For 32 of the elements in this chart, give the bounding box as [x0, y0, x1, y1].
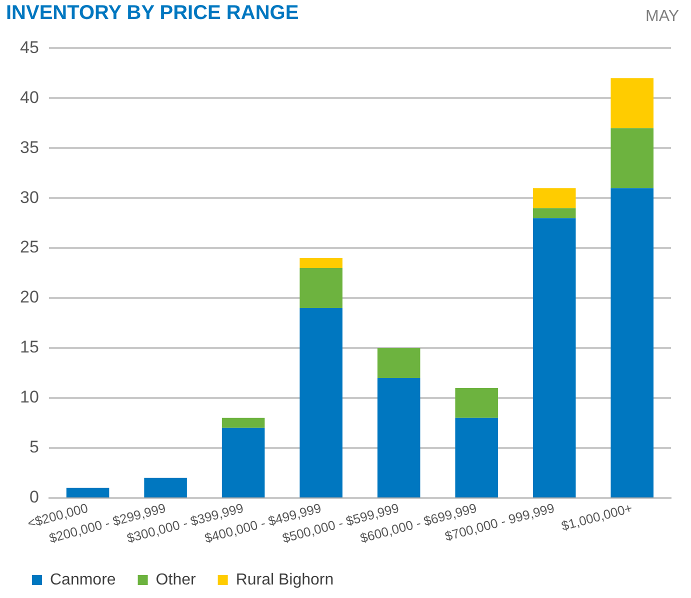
bar	[222, 428, 265, 498]
bar	[222, 418, 265, 428]
y-tick-label: 45	[20, 38, 39, 57]
bar	[455, 388, 498, 418]
bar	[377, 348, 420, 378]
chart-subtitle: MAY	[646, 8, 679, 26]
bar	[377, 378, 420, 498]
y-tick-label: 15	[20, 338, 39, 357]
bar	[610, 188, 654, 498]
legend-label: Rural Bighorn	[236, 571, 334, 588]
bar	[300, 258, 342, 268]
bar	[532, 208, 576, 218]
bar	[532, 218, 576, 498]
bar	[66, 488, 110, 498]
legend-label: Canmore	[50, 571, 116, 588]
y-tick-label: 35	[20, 138, 39, 157]
chart-title: INVENTORY BY PRICE RANGE	[6, 2, 299, 25]
legend-label: Other	[156, 571, 196, 588]
bar	[532, 188, 576, 208]
y-tick-label: 20	[20, 288, 39, 307]
bar	[610, 78, 654, 128]
y-tick-label: 5	[29, 438, 39, 457]
y-tick-label: 40	[20, 88, 39, 107]
y-tick-label: 0	[29, 488, 39, 507]
bar	[455, 418, 498, 498]
bar	[300, 268, 342, 308]
bar	[144, 478, 187, 498]
y-tick-label: 10	[20, 388, 39, 407]
y-tick-label: 25	[20, 238, 39, 257]
bar	[300, 308, 342, 498]
bar	[610, 128, 654, 188]
y-tick-label: 30	[20, 188, 39, 207]
